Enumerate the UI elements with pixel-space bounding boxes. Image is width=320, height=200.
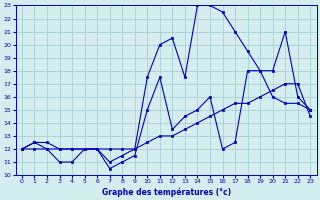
X-axis label: Graphe des températures (°c): Graphe des températures (°c) — [101, 187, 231, 197]
